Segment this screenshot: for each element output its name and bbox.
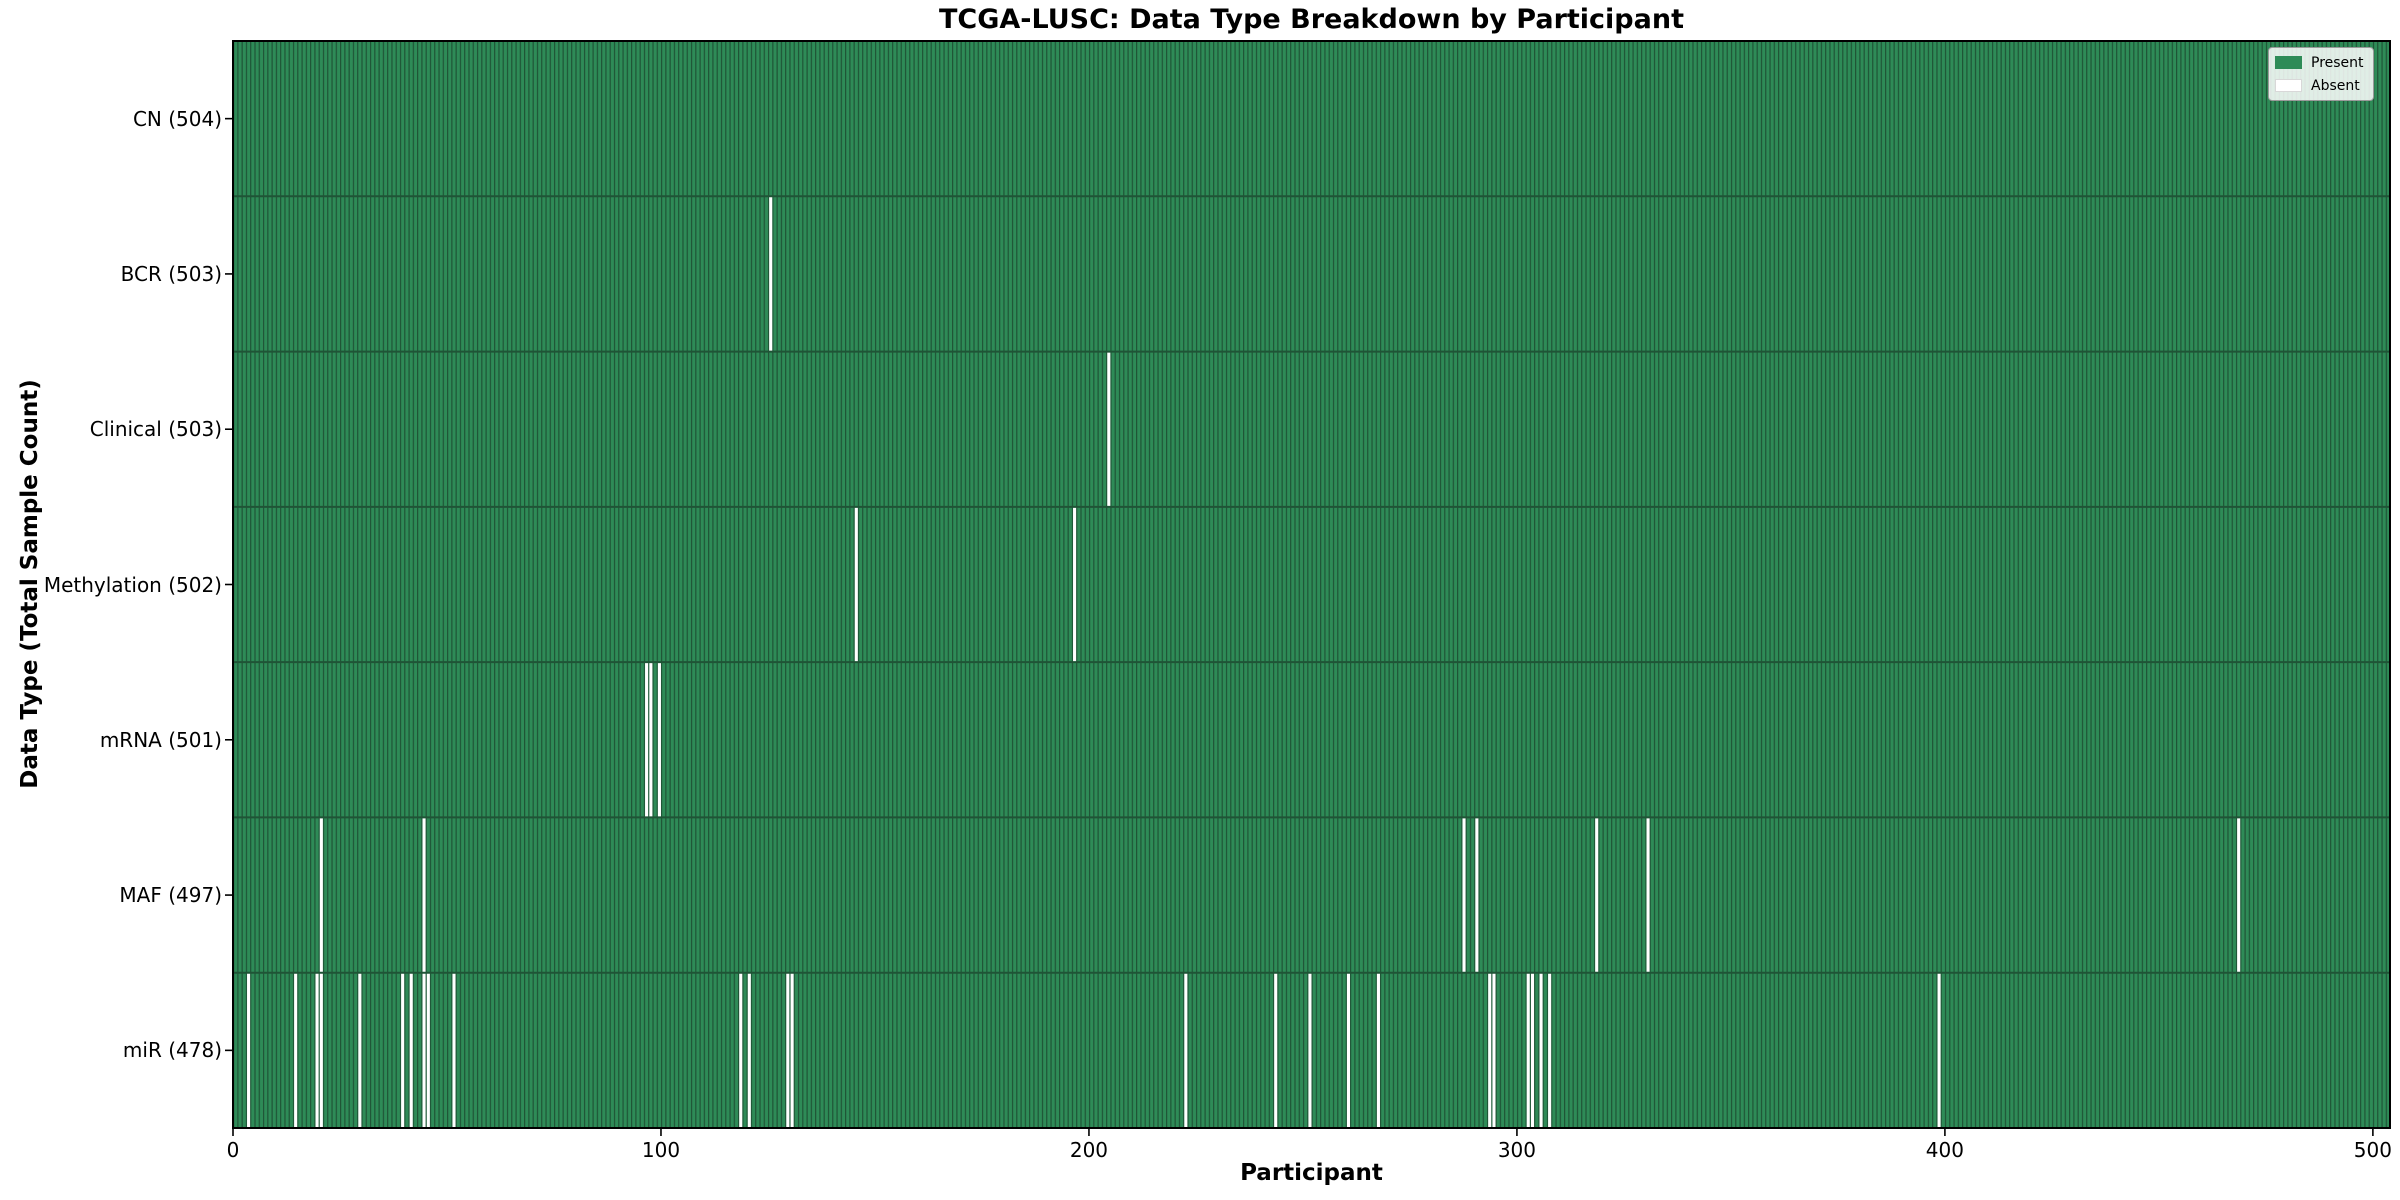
x-tick-label: 200: [1069, 1138, 1109, 1162]
y-tick-label: MAF (497): [119, 883, 222, 908]
x-axis-label: Participant: [1240, 1160, 1383, 1186]
x-tick-label: 500: [2353, 1138, 2392, 1162]
y-tick-label: CN (504): [132, 106, 222, 131]
legend-swatch-absent: [2275, 79, 2302, 92]
legend-label: Present: [2311, 54, 2364, 71]
x-tick-label: 400: [1925, 1138, 1964, 1162]
legend-item: Absent: [2275, 76, 2364, 95]
y-axis-label: Data Type (Total Sample Count): [17, 379, 43, 789]
y-tick-label: Methylation (502): [43, 572, 222, 597]
legend-label: Absent: [2311, 77, 2360, 94]
chart-title: TCGA-LUSC: Data Type Breakdown by Partic…: [939, 4, 1684, 35]
x-tick-label: 100: [641, 1138, 681, 1162]
legend: Present Absent: [2268, 47, 2374, 101]
y-tick-label: mRNA (501): [99, 727, 222, 752]
legend-item: Present: [2275, 53, 2364, 72]
y-tick-label: Clinical (503): [89, 417, 222, 442]
x-tick-label: 0: [226, 1138, 240, 1162]
y-tick-label: BCR (503): [120, 261, 222, 286]
y-tick-label: miR (478): [122, 1038, 222, 1063]
x-tick-label: 300: [1497, 1138, 1537, 1162]
legend-swatch-present: [2275, 56, 2302, 69]
